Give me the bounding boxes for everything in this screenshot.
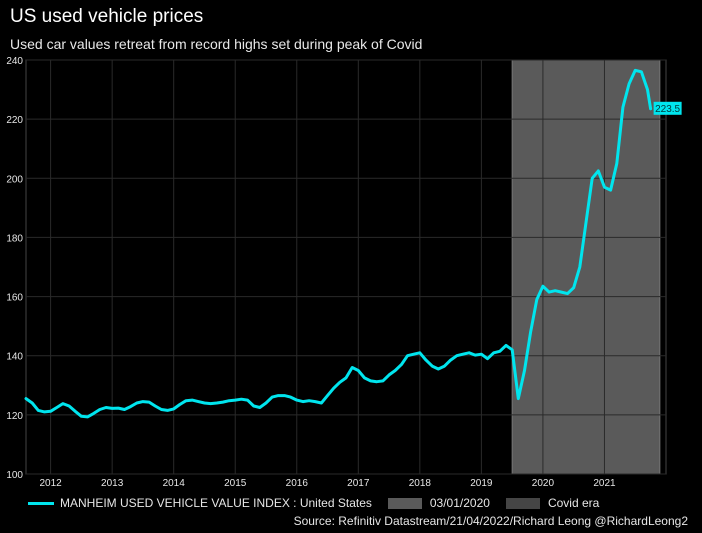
x-tick-label: 2021 bbox=[593, 478, 616, 489]
covid-era-region bbox=[511, 59, 661, 475]
legend-marker-swatch bbox=[387, 497, 422, 509]
legend-item-region: Covid era bbox=[505, 496, 600, 510]
legend: MANHEIM USED VEHICLE VALUE INDEX : Unite… bbox=[28, 496, 615, 510]
legend-line-swatch bbox=[28, 501, 54, 505]
x-tick-label: 2012 bbox=[39, 478, 62, 489]
legend-item-series: MANHEIM USED VEHICLE VALUE INDEX : Unite… bbox=[28, 496, 372, 510]
x-tick-label: 2019 bbox=[470, 478, 493, 489]
y-tick-label: 200 bbox=[6, 174, 23, 185]
y-tick-label: 140 bbox=[6, 352, 23, 363]
x-tick-label: 2020 bbox=[532, 478, 555, 489]
source-note: Source: Refinitiv Datastream/21/04/2022/… bbox=[293, 514, 688, 528]
x-tick-label: 2018 bbox=[409, 478, 432, 489]
y-tick-label: 240 bbox=[6, 56, 23, 67]
series-line bbox=[24, 68, 653, 419]
y-tick-label: 120 bbox=[6, 411, 23, 422]
last-value-label: 223.5 bbox=[655, 104, 680, 115]
legend-marker-label: 03/01/2020 bbox=[429, 496, 490, 510]
x-tick-label: 2013 bbox=[101, 478, 124, 489]
chart-title: US used vehicle prices bbox=[10, 6, 204, 27]
legend-region-swatch bbox=[505, 497, 540, 509]
legend-item-marker: 03/01/2020 bbox=[387, 496, 490, 510]
y-tick-label: 100 bbox=[6, 470, 23, 481]
last-value-badge bbox=[653, 101, 682, 115]
x-tick-label: 2016 bbox=[286, 478, 309, 489]
y-tick-label: 160 bbox=[6, 293, 23, 304]
legend-region-label: Covid era bbox=[547, 496, 600, 510]
x-tick-label: 2015 bbox=[224, 478, 247, 489]
x-tick-label: 2014 bbox=[163, 478, 186, 489]
chart-subtitle: Used car values retreat from record high… bbox=[10, 36, 423, 52]
y-tick-label: 220 bbox=[6, 115, 23, 126]
legend-series-label: MANHEIM USED VEHICLE VALUE INDEX : Unite… bbox=[60, 496, 372, 510]
y-tick-label: 180 bbox=[6, 233, 23, 244]
x-tick-label: 2017 bbox=[347, 478, 370, 489]
